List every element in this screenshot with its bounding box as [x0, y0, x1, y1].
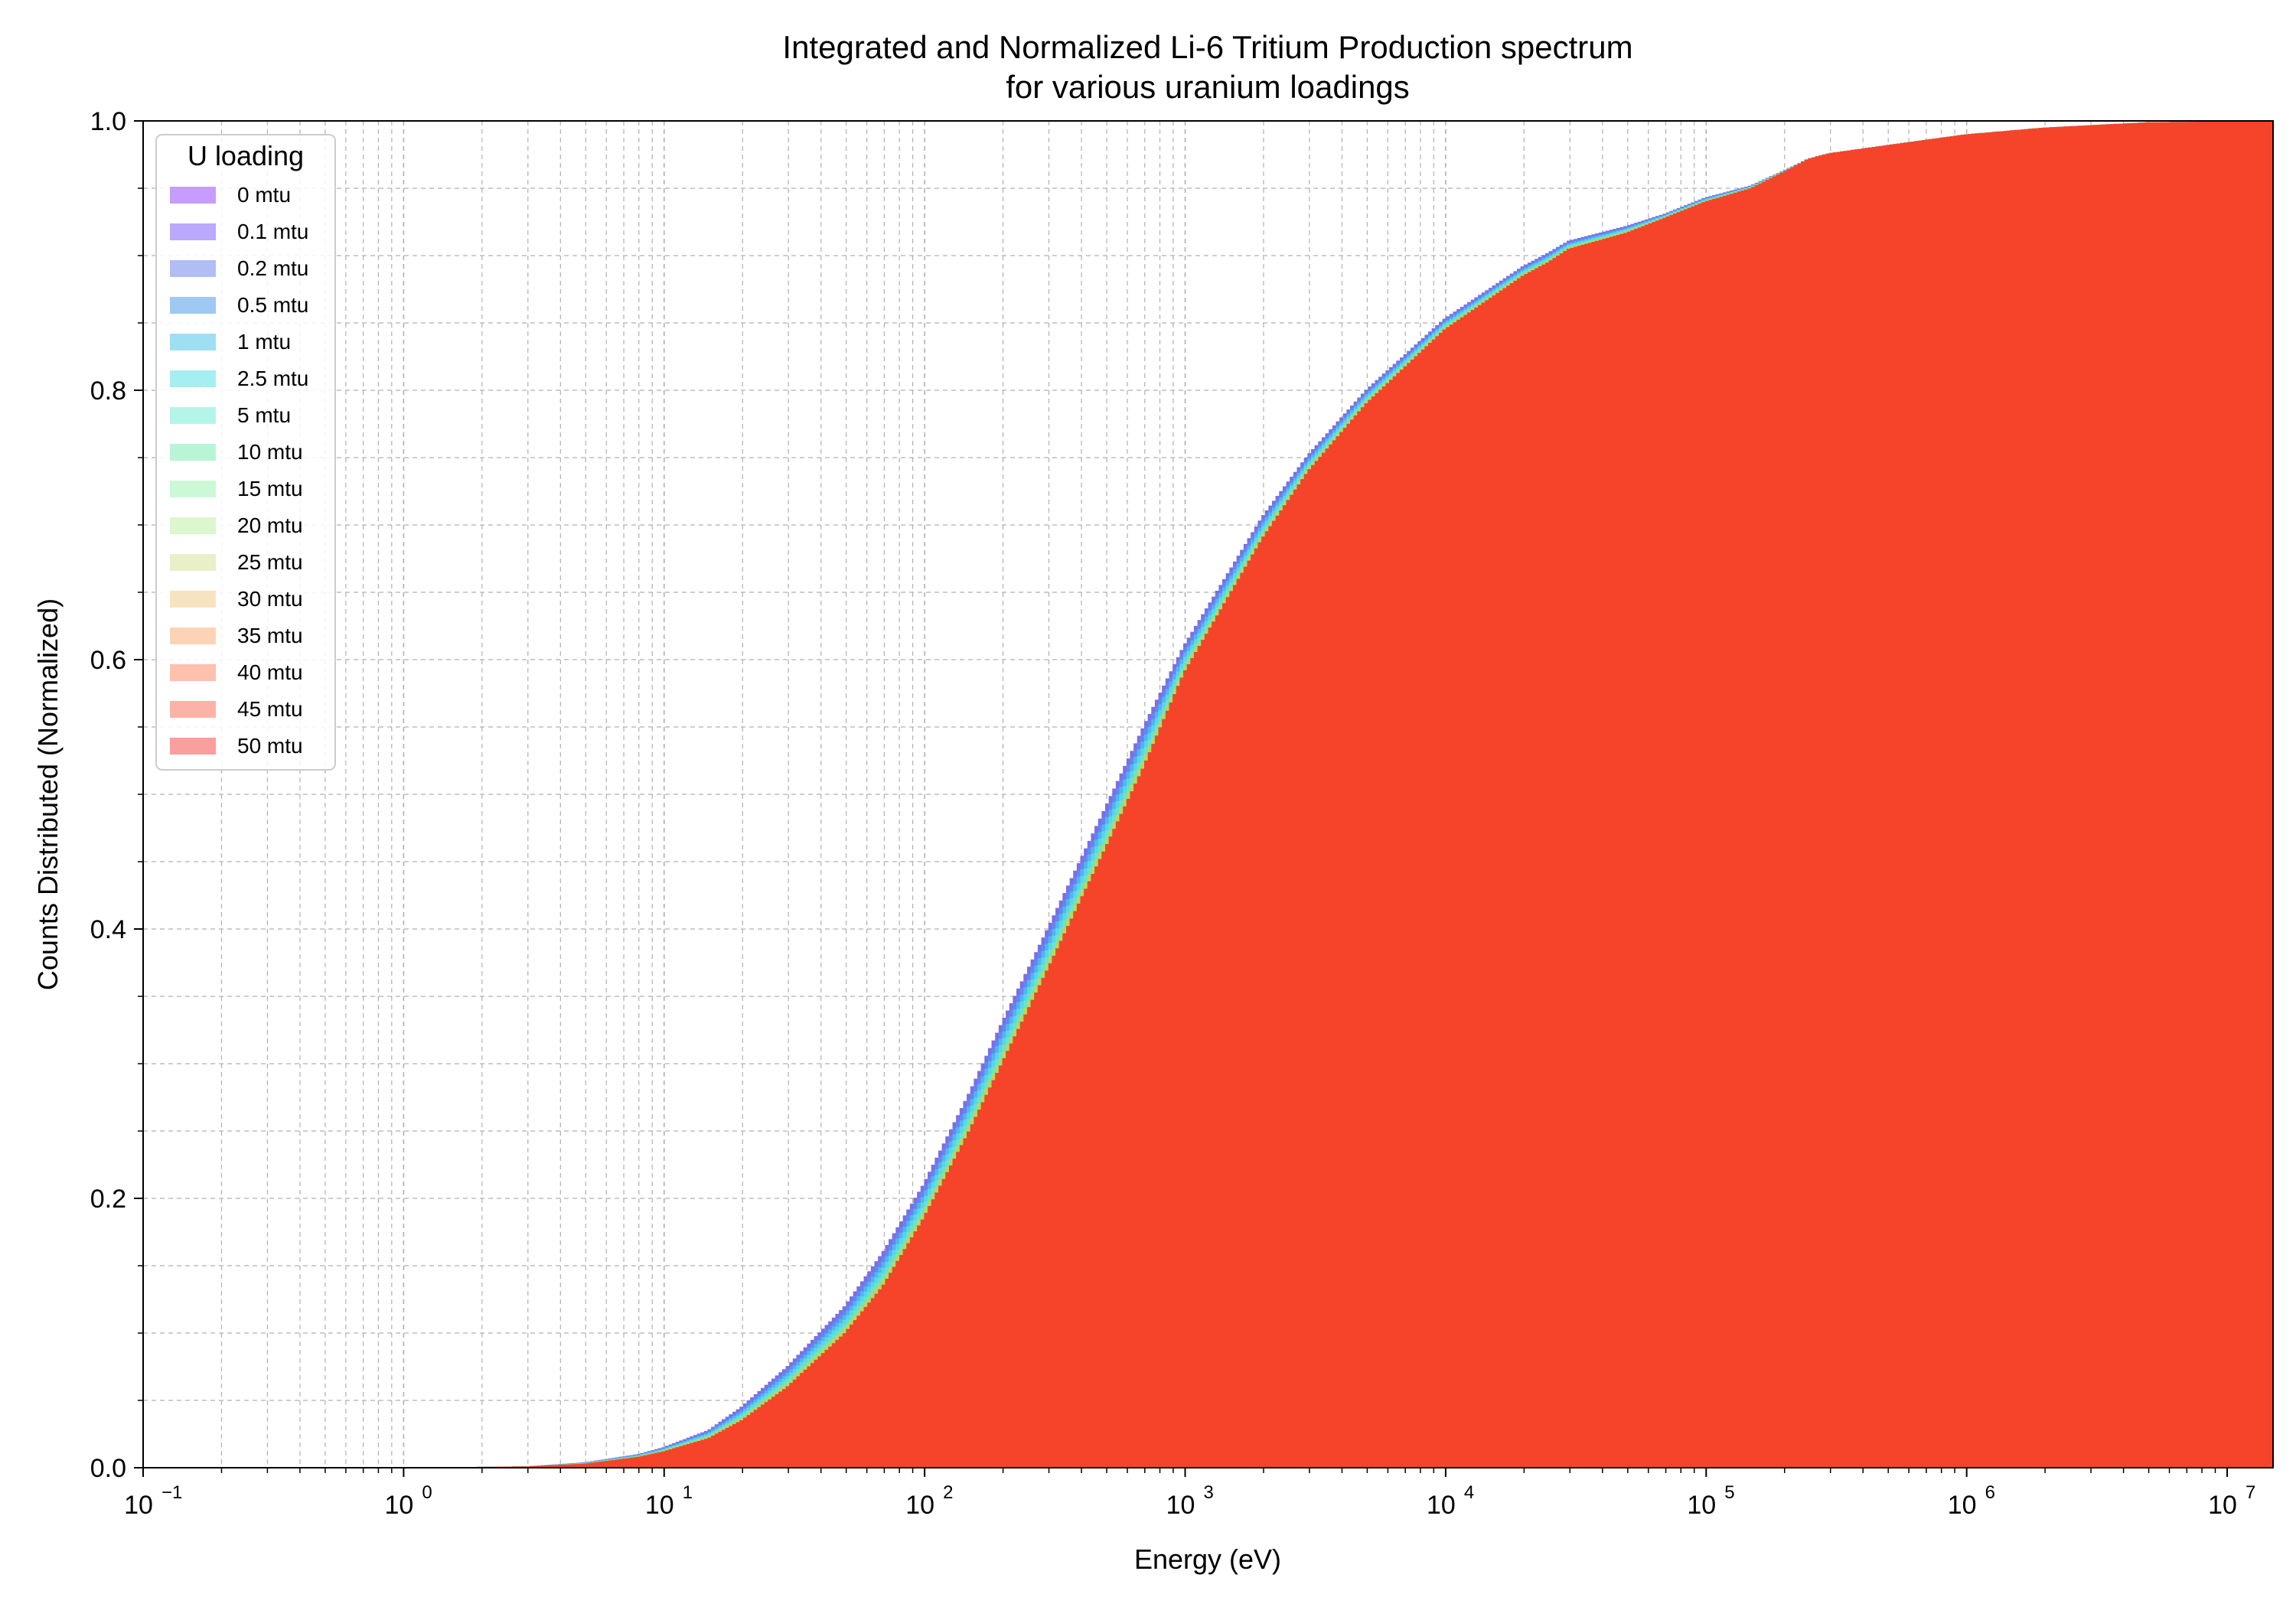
legend-entry-label: 45 mtu [237, 697, 303, 721]
y-tick-label: 0.4 [90, 915, 126, 944]
legend-swatch [170, 481, 216, 497]
chart-title-line1: Integrated and Normalized Li-6 Tritium P… [782, 29, 1632, 65]
x-tick-exponent: −1 [161, 1482, 182, 1503]
legend-entry-label: 20 mtu [237, 513, 303, 537]
area-series-50-mtu [143, 121, 2273, 1468]
legend: U loading 0 mtu 0.1 mtu 0.2 mtu 0.5 mtu 1 mt… [155, 134, 336, 771]
legend-swatch [170, 554, 216, 571]
legend-entry-label: 0 mtu [237, 183, 291, 207]
x-tick-exponent: 2 [943, 1482, 953, 1503]
x-tick-label: 10 [384, 1491, 413, 1520]
x-tick-exponent: 4 [1464, 1482, 1474, 1503]
legend-entry-label: 5 mtu [237, 403, 291, 427]
y-axis-ticks: 0.0 0.2 0.4 0.6 0.8 1.0 [90, 107, 143, 1483]
chart-title-line2: for various uranium loadings [1006, 69, 1410, 105]
legend-swatch [170, 223, 216, 240]
legend-entry-label: 50 mtu [237, 734, 303, 758]
legend-swatch [170, 260, 216, 277]
x-tick-exponent: 0 [422, 1482, 432, 1503]
x-axis-label: Energy (eV) [1134, 1543, 1281, 1575]
x-tick-label: 10 [905, 1491, 934, 1520]
legend-entry-label: 0.2 mtu [237, 256, 308, 280]
x-tick-label: 10 [124, 1491, 153, 1520]
legend-swatch [170, 701, 216, 718]
x-tick-label: 10 [2208, 1491, 2237, 1520]
legend-swatch [170, 297, 216, 314]
x-tick-label: 10 [645, 1491, 674, 1520]
x-tick-exponent: 5 [1724, 1482, 1734, 1503]
x-tick-exponent: 3 [1204, 1482, 1214, 1503]
legend-swatch [170, 444, 216, 461]
legend-frame [155, 134, 336, 771]
y-tick-label: 1.0 [90, 107, 126, 136]
x-tick-label: 10 [1166, 1491, 1195, 1520]
y-tick-label: 0.2 [90, 1185, 126, 1214]
x-tick-exponent: 6 [1985, 1482, 1995, 1503]
legend-swatch [170, 627, 216, 644]
x-axis-ticks: 10 −1 10 0 10 1 10 2 10 3 10 4 10 5 10 6 10 7 [124, 1468, 2255, 1520]
legend-entries: 0 mtu 0.1 mtu 0.2 mtu 0.5 mtu 1 mtu 2.5 mtu 5 … [170, 183, 308, 758]
legend-swatch [170, 407, 216, 424]
legend-swatch [170, 664, 216, 681]
legend-swatch [170, 591, 216, 608]
legend-swatch [170, 517, 216, 534]
legend-entry-label: 30 mtu [237, 587, 303, 611]
y-tick-label: 0.0 [90, 1454, 126, 1483]
y-axis-label: Counts Distributed (Normalized) [32, 598, 64, 990]
legend-entry-label: 0.5 mtu [237, 293, 308, 317]
area-layers [143, 121, 2273, 1468]
legend-title: U loading [188, 140, 304, 171]
legend-entry-label: 40 mtu [237, 660, 303, 684]
x-tick-label: 10 [1948, 1491, 1977, 1520]
x-tick-exponent: 1 [683, 1482, 693, 1503]
legend-entry-label: 15 mtu [237, 477, 303, 500]
legend-swatch [170, 187, 216, 204]
x-tick-label: 10 [1427, 1491, 1456, 1520]
legend-entry-label: 35 mtu [237, 624, 303, 647]
legend-entry-label: 0.1 mtu [237, 220, 308, 243]
y-tick-label: 0.6 [90, 646, 126, 675]
legend-entry-label: 2.5 mtu [237, 367, 308, 390]
legend-swatch [170, 334, 216, 350]
x-tick-label: 10 [1687, 1491, 1716, 1520]
x-tick-exponent: 7 [2245, 1482, 2255, 1503]
legend-swatch [170, 370, 216, 387]
legend-entry-label: 25 mtu [237, 550, 303, 574]
legend-entry-label: 10 mtu [237, 440, 303, 464]
y-tick-label: 0.8 [90, 376, 126, 406]
legend-swatch [170, 738, 216, 755]
legend-entry-label: 1 mtu [237, 330, 291, 354]
